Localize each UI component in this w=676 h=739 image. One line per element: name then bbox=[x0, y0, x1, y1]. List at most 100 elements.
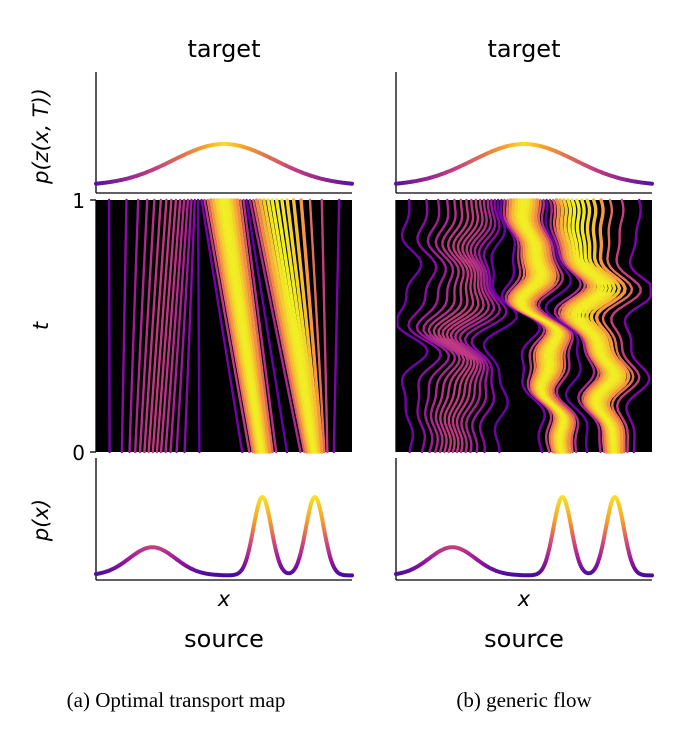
trajectory-line bbox=[580, 198, 621, 454]
trajectory-line bbox=[458, 198, 496, 454]
trajectory-line bbox=[623, 198, 652, 454]
trajectory-line bbox=[332, 198, 341, 454]
trajectory-line bbox=[585, 198, 624, 454]
trajectory-line bbox=[232, 198, 270, 454]
trajectory-panel bbox=[395, 198, 652, 454]
trajectory-line bbox=[610, 198, 642, 454]
trajectory-line bbox=[169, 198, 190, 454]
y-tick-label-0: 0 bbox=[72, 441, 85, 465]
trajectory-line bbox=[217, 198, 263, 454]
trajectory-line bbox=[262, 198, 313, 454]
trajectory-line bbox=[415, 198, 451, 454]
trajectory-line bbox=[291, 198, 322, 454]
trajectory-line bbox=[502, 198, 553, 454]
trajectory-line bbox=[422, 198, 456, 454]
trajectory-line bbox=[200, 198, 244, 454]
trajectory-line bbox=[128, 198, 140, 454]
trajectory-line bbox=[570, 198, 616, 454]
trajectory-line bbox=[134, 198, 149, 454]
trajectory-line bbox=[427, 198, 461, 454]
trajectory-line bbox=[437, 198, 470, 454]
trajectory-line bbox=[432, 198, 466, 454]
trajectory-line bbox=[107, 198, 111, 454]
source-density-ylabel: p(x) bbox=[29, 499, 53, 542]
source-title: source bbox=[184, 625, 264, 653]
subfigure-b: target x source (b) generic flow bbox=[394, 35, 654, 712]
source-density-curve bbox=[394, 495, 654, 578]
trajectory-line bbox=[470, 198, 508, 454]
trajectory-line bbox=[175, 198, 193, 454]
subfigure-caption: (b) generic flow bbox=[456, 688, 592, 712]
trajectory-panel: 1 0 t bbox=[29, 189, 352, 465]
trajectory-line bbox=[196, 198, 201, 454]
trajectory-line bbox=[183, 198, 196, 454]
trajectory-line bbox=[209, 198, 257, 454]
trajectory-line bbox=[589, 198, 627, 454]
trajectory-line bbox=[407, 198, 442, 454]
target-density-curve bbox=[94, 142, 354, 186]
trajectory-line bbox=[159, 198, 182, 454]
trajectory-line bbox=[226, 198, 267, 454]
trajectory-line bbox=[449, 198, 485, 454]
trajectory-line bbox=[544, 198, 589, 454]
trajectory-lines bbox=[396, 198, 652, 454]
trajectory-line bbox=[151, 198, 173, 454]
trajectory-line bbox=[548, 198, 602, 454]
trajectory-line bbox=[203, 198, 251, 454]
trajectory-line bbox=[254, 198, 309, 454]
trajectory-line bbox=[575, 198, 618, 454]
trajectory-line bbox=[143, 198, 162, 454]
source-density-axes: x bbox=[394, 458, 654, 611]
trajectory-line bbox=[229, 198, 269, 454]
trajectory-line bbox=[454, 198, 490, 454]
y-tick-label-1: 1 bbox=[72, 189, 85, 213]
trajectory-line bbox=[252, 198, 306, 454]
t-axis-label: t bbox=[29, 321, 53, 330]
trajectory-line bbox=[594, 198, 631, 454]
trajectory-line bbox=[482, 198, 518, 454]
trajectory-line bbox=[445, 198, 480, 454]
trajectory-line bbox=[220, 198, 264, 454]
trajectory-line bbox=[248, 198, 302, 454]
trajectory-line bbox=[242, 198, 278, 454]
trajectory-line bbox=[275, 198, 318, 454]
trajectory-line bbox=[212, 198, 259, 454]
target-density-ylabel: p(z(x, T)) bbox=[29, 88, 53, 185]
target-density-axes bbox=[94, 72, 354, 194]
trajectory-line bbox=[147, 198, 168, 454]
source-title: source bbox=[484, 625, 564, 653]
source-density-curve bbox=[94, 495, 354, 578]
trajectory-line bbox=[235, 198, 272, 454]
trajectory-line bbox=[155, 198, 178, 454]
subfigure-caption: (a) Optimal transport map bbox=[67, 688, 286, 712]
target-title: target bbox=[188, 35, 261, 63]
x-axis-label: x bbox=[517, 587, 531, 611]
trajectory-line bbox=[280, 198, 319, 454]
trajectory-line bbox=[270, 198, 316, 454]
trajectory-line bbox=[308, 198, 326, 454]
trajectory-line bbox=[320, 198, 329, 454]
trajectory-line bbox=[441, 198, 475, 454]
x-axis-label: x bbox=[217, 587, 231, 611]
subfigure-a: target 1 0 t p(z(x, T)) p(x) x sour bbox=[29, 35, 354, 712]
trajectory-line bbox=[206, 198, 254, 454]
trajectory-line bbox=[299, 198, 324, 454]
trajectory-line bbox=[499, 198, 546, 454]
trajectory-line bbox=[164, 198, 186, 454]
trajectory-line bbox=[239, 198, 274, 454]
trajectory-line bbox=[138, 198, 156, 454]
source-density-axes: p(x) x bbox=[29, 458, 354, 611]
target-title: target bbox=[488, 35, 561, 63]
trajectory-line bbox=[245, 198, 289, 454]
trajectory-line bbox=[396, 198, 429, 454]
trajectory-line bbox=[285, 198, 321, 454]
trajectory-line bbox=[463, 198, 502, 454]
trajectory-line bbox=[601, 198, 635, 454]
target-density-curve bbox=[394, 142, 654, 186]
trajectory-lines bbox=[107, 198, 341, 454]
trajectory-line bbox=[258, 198, 311, 454]
trajectory-line bbox=[214, 198, 261, 454]
trajectory-line bbox=[120, 198, 128, 454]
trajectory-line bbox=[266, 198, 314, 454]
